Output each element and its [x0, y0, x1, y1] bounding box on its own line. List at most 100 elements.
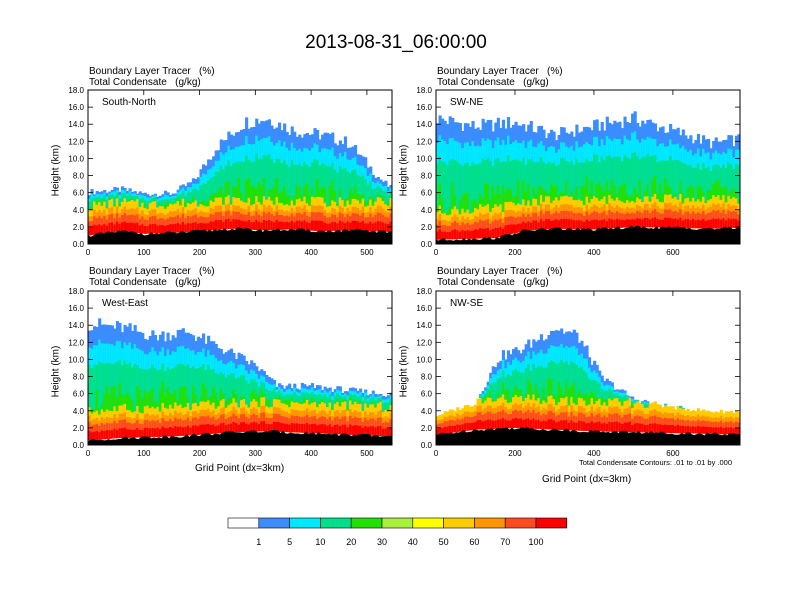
field-cell [98, 361, 102, 415]
field-cell [361, 194, 365, 199]
y-tick-label: 4.0 [421, 407, 433, 416]
field-cell [681, 162, 685, 204]
field-cell [310, 424, 315, 434]
field-cell [519, 372, 523, 396]
field-cell [653, 155, 657, 194]
x-axis-label: Grid Point (dx=3km) [195, 463, 285, 474]
field-cell [534, 194, 538, 199]
field-cell [237, 178, 241, 199]
field-cell [278, 390, 282, 400]
field-cell [384, 191, 388, 205]
field-cell [379, 195, 383, 198]
field-cell [120, 365, 125, 406]
field-cell [512, 197, 516, 203]
y-tick-label: 8.0 [73, 373, 85, 382]
field-cell [293, 392, 297, 403]
field-cell [313, 159, 317, 198]
field-cell [341, 169, 345, 201]
field-cell [506, 389, 511, 403]
field-cell [438, 229, 442, 240]
field-cell [633, 187, 637, 203]
legend-swatch [258, 517, 290, 529]
field-cell [326, 396, 330, 408]
field-cell [240, 374, 244, 401]
field-cell [509, 224, 513, 235]
field-cell [481, 158, 485, 207]
field-cell [285, 195, 289, 205]
field-cell [737, 427, 740, 435]
field-cell [509, 189, 513, 202]
y-tick-label: 18.0 [416, 287, 432, 296]
header-line1: Boundary Layer Tracer (%) [437, 66, 563, 77]
field-cell [141, 197, 145, 203]
field-cell [374, 222, 378, 232]
field-cell [590, 220, 594, 230]
field-cell [514, 418, 518, 428]
field-cell [318, 220, 322, 232]
field-cell [712, 427, 716, 434]
field-cell [158, 225, 163, 234]
field-cell [148, 428, 152, 438]
field-cell [250, 222, 254, 230]
field-cell [285, 400, 289, 405]
field-cell [560, 359, 564, 399]
field-cell [224, 165, 228, 197]
field-cell [348, 222, 353, 231]
field-cell [709, 427, 713, 434]
field-cell [570, 361, 574, 397]
field-cell [196, 426, 201, 435]
field-cell [719, 186, 723, 200]
field-cell [303, 397, 307, 403]
field-cell [512, 370, 516, 398]
field-cell [486, 228, 490, 239]
field-cell [458, 231, 462, 240]
field-cell [623, 155, 627, 204]
field-cell [381, 411, 385, 412]
field-cell [643, 191, 647, 197]
field-cell [633, 219, 637, 227]
field-cell [626, 194, 630, 201]
field-cell [590, 161, 594, 199]
field-cell [262, 220, 266, 231]
field-cell [628, 219, 632, 228]
field-cell [499, 227, 503, 237]
field-cell [562, 158, 566, 197]
field-cell [443, 231, 447, 240]
field-cell [491, 186, 495, 208]
field-cell [270, 424, 274, 432]
field-cell [146, 369, 150, 406]
field-cell [267, 220, 271, 231]
field-cell [364, 179, 368, 207]
field-cell [300, 402, 304, 405]
field-cell [318, 401, 322, 404]
field-cell [582, 222, 587, 230]
x-axis-label: Grid Point (dx=3km) [542, 474, 632, 485]
field-cell [323, 187, 327, 203]
field-cell [374, 404, 378, 408]
field-cell [489, 419, 493, 429]
field-cell [570, 160, 574, 197]
field-cell [88, 405, 92, 408]
field-cell [202, 223, 206, 231]
field-cell [664, 217, 668, 228]
field-cell [278, 193, 282, 203]
field-cell [544, 164, 549, 197]
field-cell [674, 218, 678, 228]
field-cell [108, 197, 112, 201]
field-cell [234, 393, 239, 403]
field-cell [527, 221, 531, 231]
field-cell [615, 397, 619, 399]
y-tick-label: 14.0 [68, 321, 84, 330]
field-cell [148, 224, 152, 234]
field-cell [539, 219, 543, 230]
field-cell [247, 383, 251, 408]
field-cell [250, 162, 254, 206]
field-cell [699, 187, 703, 202]
field-cell [245, 179, 249, 203]
field-cell [164, 371, 168, 408]
field-cell [479, 419, 483, 430]
field-cell [194, 368, 198, 403]
field-cell [265, 221, 269, 231]
field-cell [115, 361, 119, 412]
field-cell [527, 183, 531, 201]
